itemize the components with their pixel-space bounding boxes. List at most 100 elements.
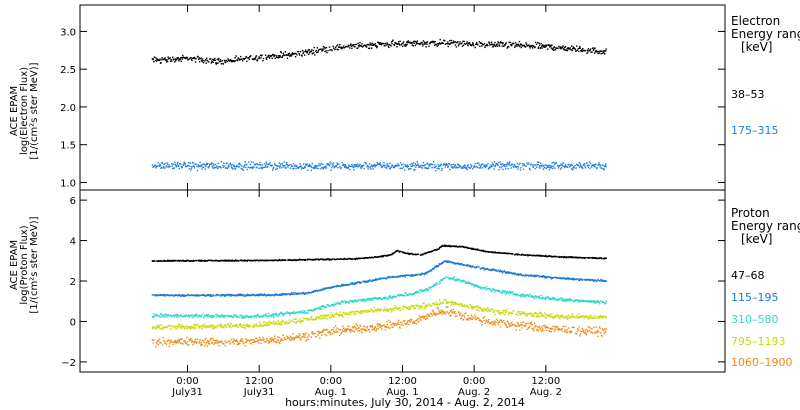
data-point — [581, 166, 583, 168]
data-point — [386, 166, 388, 168]
data-point — [483, 43, 486, 45]
data-point — [469, 167, 471, 170]
data-point — [227, 58, 229, 60]
data-point — [255, 294, 258, 296]
data-point — [155, 341, 158, 344]
data-point — [172, 163, 174, 166]
data-point — [371, 309, 373, 311]
data-point — [286, 293, 288, 295]
electron-data-points — [151, 38, 607, 172]
data-point — [509, 161, 511, 163]
data-point — [297, 167, 300, 169]
data-point — [257, 293, 260, 296]
data-point — [551, 277, 554, 279]
data-point — [391, 297, 393, 300]
data-point — [564, 49, 566, 51]
data-point — [160, 312, 162, 315]
data-point — [336, 258, 338, 260]
data-point — [241, 338, 243, 340]
data-point — [467, 44, 469, 47]
data-point — [224, 340, 226, 342]
data-point — [604, 165, 606, 167]
data-point — [258, 316, 261, 318]
data-point — [298, 52, 300, 55]
data-point — [391, 309, 393, 311]
data-point — [155, 295, 157, 297]
data-point — [590, 166, 593, 168]
data-point — [154, 260, 156, 262]
data-point — [584, 316, 587, 318]
data-point — [496, 45, 499, 47]
data-point — [212, 61, 214, 63]
data-point — [321, 305, 323, 307]
data-point — [269, 162, 271, 164]
data-point — [550, 45, 552, 47]
data-point — [587, 166, 590, 168]
data-point — [428, 163, 431, 166]
data-point — [296, 51, 299, 53]
data-point — [583, 163, 586, 165]
data-point — [542, 45, 544, 47]
data-point — [514, 166, 516, 168]
data-point — [244, 342, 246, 344]
data-point — [262, 321, 264, 324]
data-point — [442, 42, 444, 44]
data-point — [580, 300, 582, 303]
data-point — [578, 50, 580, 53]
data-point — [302, 320, 304, 322]
data-point — [441, 279, 443, 281]
data-point — [204, 163, 206, 166]
data-point — [216, 340, 218, 342]
data-point — [388, 167, 391, 169]
data-point — [433, 267, 435, 270]
data-point — [251, 166, 253, 168]
data-point — [448, 277, 450, 279]
data-point — [193, 260, 196, 262]
data-point — [590, 315, 592, 317]
data-point — [465, 42, 468, 44]
data-point — [307, 51, 309, 53]
data-point — [531, 44, 533, 47]
data-point — [426, 167, 429, 170]
data-point — [340, 285, 342, 287]
data-point — [228, 60, 231, 62]
data-point — [577, 278, 579, 280]
data-point — [265, 161, 267, 163]
data-point — [552, 49, 555, 51]
data-point — [228, 324, 230, 327]
data-point — [160, 341, 162, 344]
data-point — [305, 259, 307, 261]
data-point — [202, 60, 204, 62]
data-point — [386, 277, 388, 279]
data-point — [293, 321, 296, 323]
data-point — [168, 343, 171, 345]
data-point — [493, 168, 495, 170]
data-point — [435, 301, 437, 303]
data-point — [543, 46, 545, 48]
data-point — [183, 163, 185, 165]
data-point — [341, 283, 343, 286]
data-point — [188, 338, 191, 341]
data-point — [353, 301, 355, 303]
data-point — [272, 169, 274, 171]
data-point — [420, 273, 423, 275]
data-point — [404, 276, 406, 278]
data-point — [528, 45, 531, 48]
data-point — [555, 162, 558, 164]
data-point — [561, 297, 564, 300]
data-point — [475, 266, 477, 269]
data-point — [294, 292, 296, 294]
data-point — [490, 269, 492, 272]
data-point — [349, 44, 351, 46]
data-point — [484, 286, 486, 289]
data-point — [344, 300, 346, 302]
data-point — [366, 309, 368, 312]
data-point — [261, 167, 263, 170]
data-point — [278, 321, 280, 323]
data-point — [259, 164, 262, 166]
data-point — [433, 42, 435, 44]
data-point — [284, 321, 286, 324]
data-point — [159, 324, 161, 327]
data-point — [371, 280, 373, 282]
data-point — [432, 285, 435, 287]
